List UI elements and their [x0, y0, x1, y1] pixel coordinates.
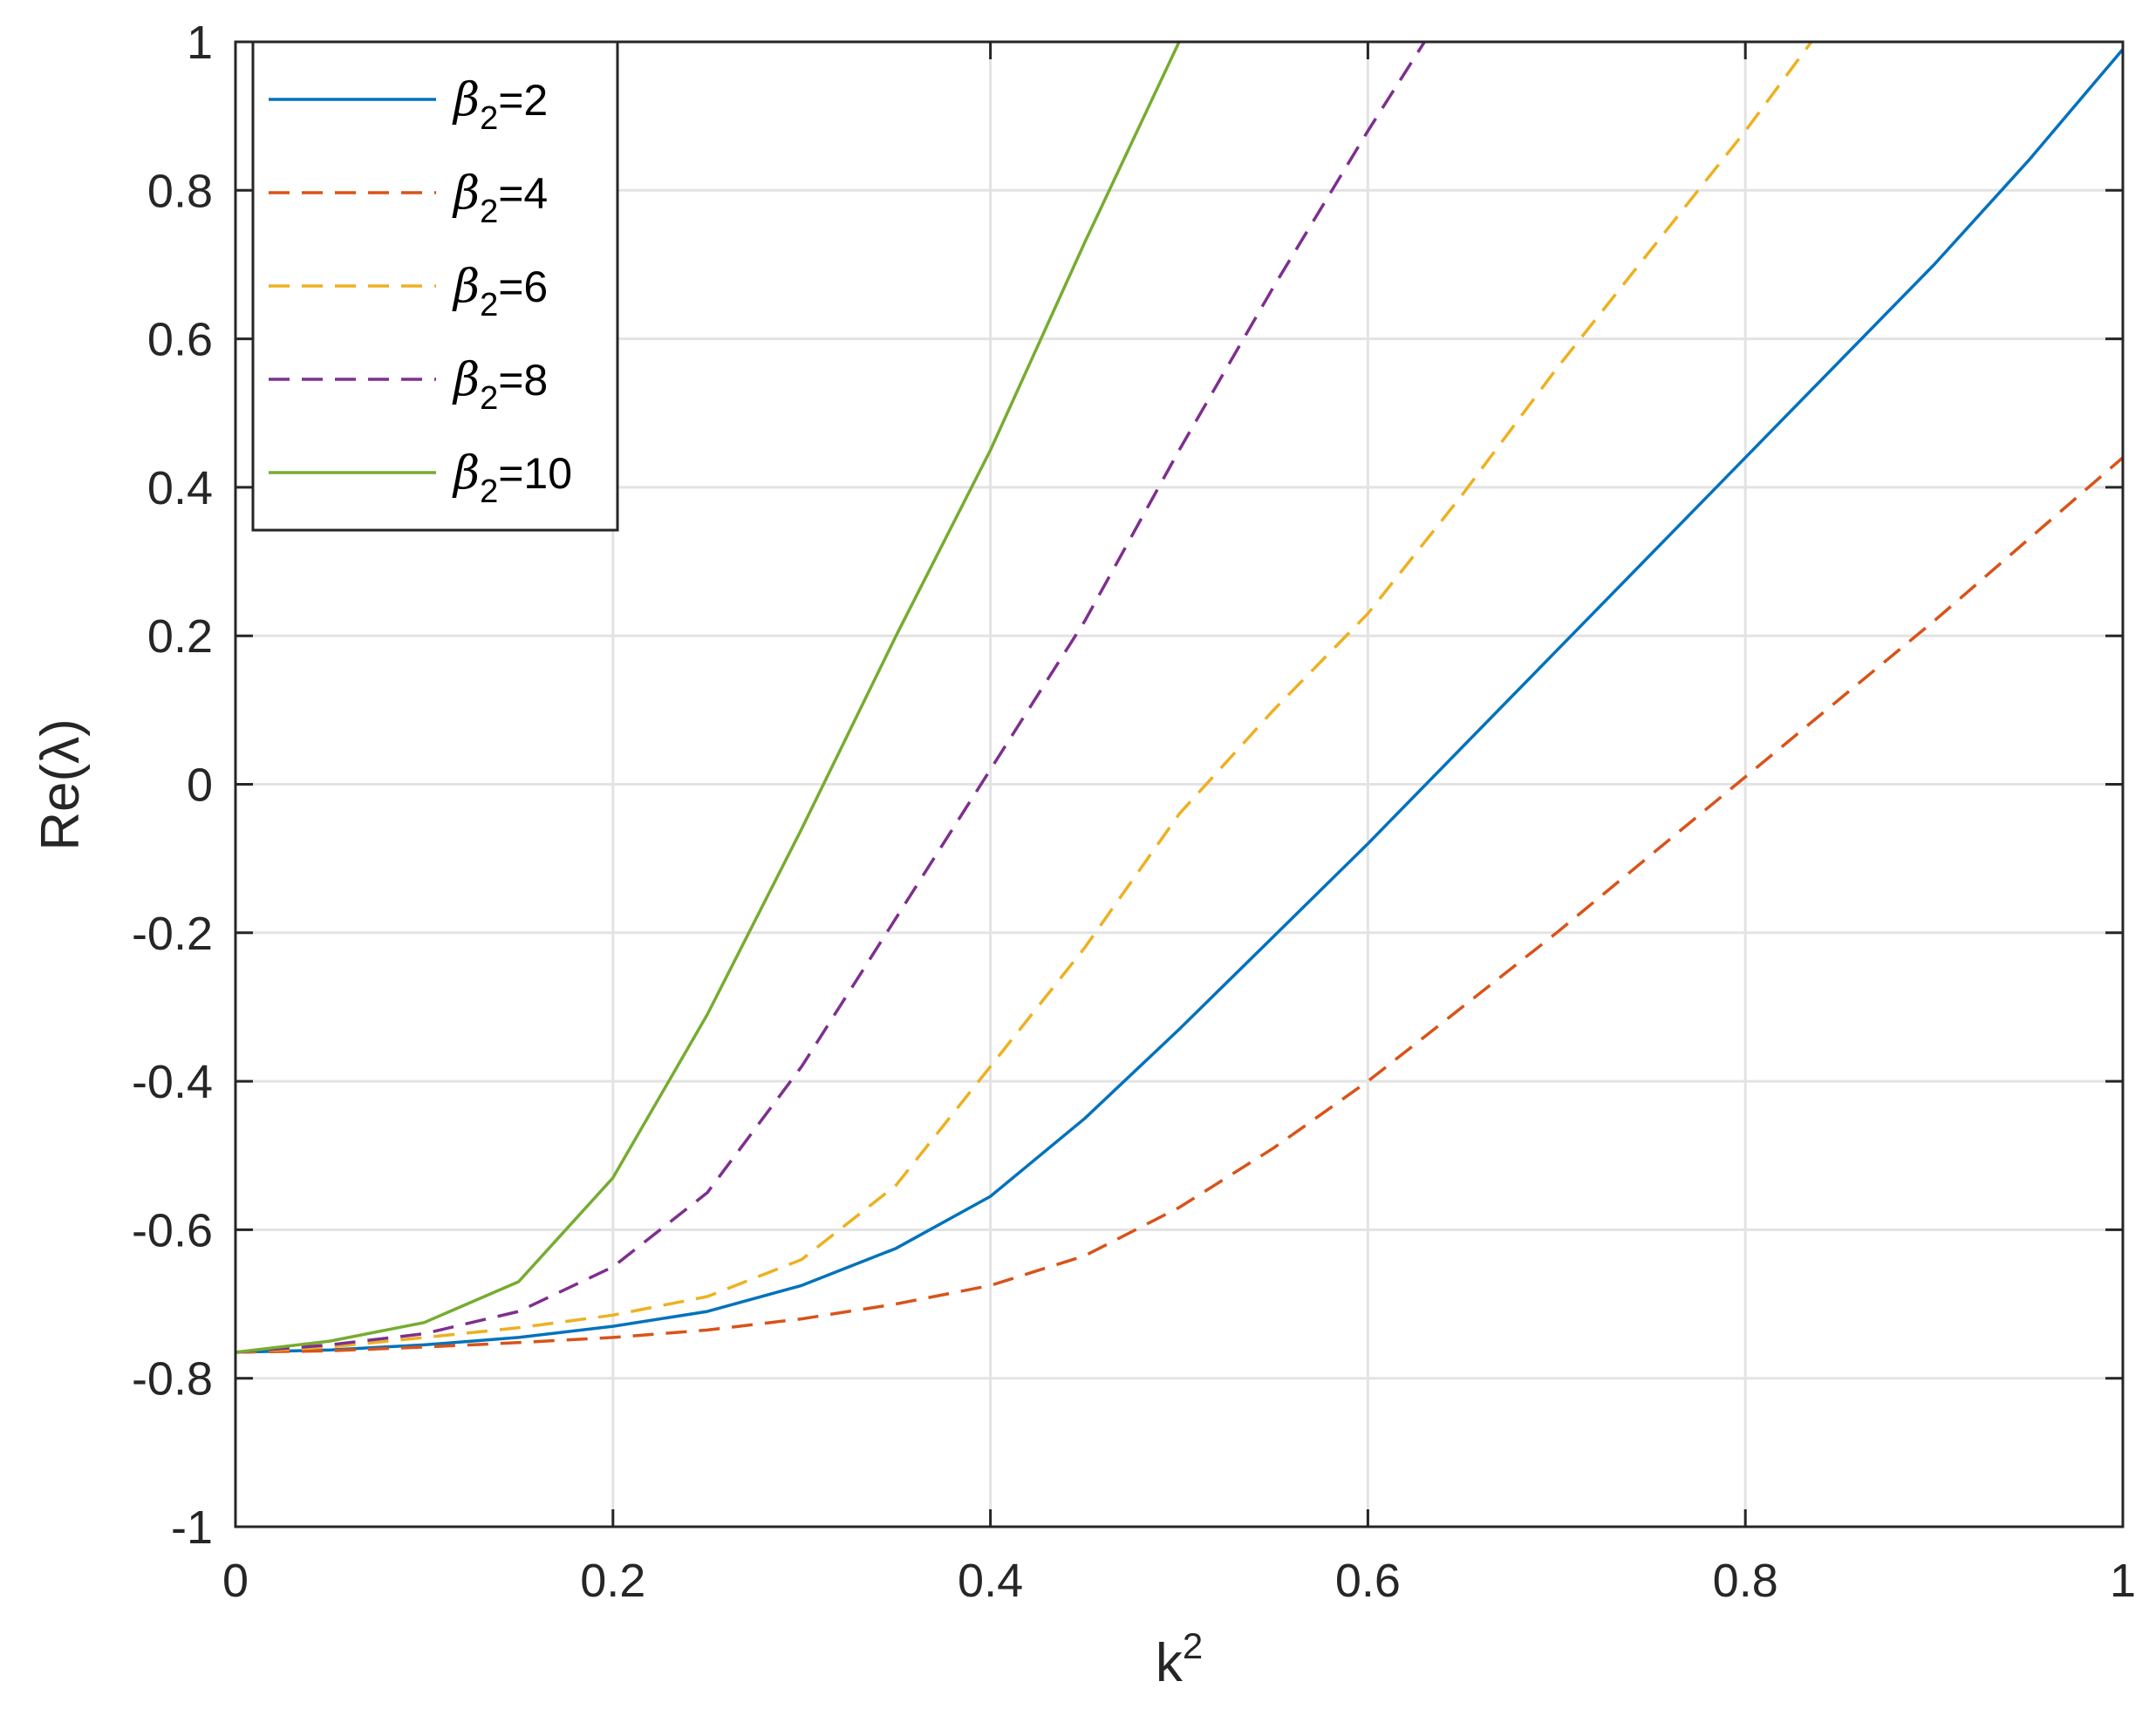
x-axis-title-base: k [1156, 1633, 1184, 1693]
legend-label: β2=6 [452, 261, 548, 323]
y-tick-label: 0.8 [147, 165, 213, 217]
legend-label-value: =8 [498, 356, 548, 405]
y-tick-label: -0.8 [132, 1353, 213, 1406]
legend-label-symbol: β [452, 261, 480, 313]
legend-label-symbol: β [452, 354, 480, 406]
legend-label-subscript: 2 [480, 100, 498, 137]
legend-label-symbol: β [452, 74, 480, 126]
legend: β2=2β2=4β2=6β2=8β2=10 [251, 40, 619, 532]
legend-label-symbol: β [452, 447, 480, 500]
x-tick-label: 0.8 [1713, 1555, 1778, 1607]
series-line [235, 42, 1426, 1354]
legend-label-value: =6 [498, 262, 548, 311]
legend-label-subscript: 2 [480, 287, 498, 323]
y-tick-label: 1 [187, 17, 213, 69]
y-tick-label: 0.4 [147, 462, 213, 514]
series-line [235, 48, 2123, 1354]
legend-label: β2=4 [452, 167, 548, 230]
legend-label: β2=8 [452, 354, 548, 417]
legend-label-value: =2 [498, 76, 548, 125]
series-layer [235, 42, 2123, 1354]
y-tick-label: -0.4 [132, 1056, 213, 1108]
legend-label: β2=2 [452, 74, 548, 137]
legend-label-value: =4 [498, 169, 548, 218]
legend-label: β2=10 [452, 447, 572, 510]
x-tick-label: 0 [222, 1555, 249, 1607]
x-tick-label: 0.6 [1335, 1555, 1401, 1607]
legend-label-symbol: β [452, 167, 480, 220]
legend-label-subscript: 2 [480, 194, 498, 230]
y-tick-label: -1 [171, 1501, 213, 1554]
x-tick-label: 0.2 [580, 1555, 645, 1607]
y-tick-label: 0.6 [147, 314, 213, 366]
series-line [235, 456, 2123, 1354]
legend-label-subscript: 2 [480, 380, 498, 417]
series-line [235, 42, 1181, 1354]
y-tick-label: 0.2 [147, 610, 213, 663]
legend-label-value: =10 [498, 449, 572, 498]
x-tick-labels: 0 0.2 0.4 0.6 0.8 1 [222, 1555, 2136, 1607]
series-line [235, 42, 1813, 1354]
y-tick-label: -0.2 [132, 908, 213, 960]
y-tick-labels: -1 -0.8 -0.6 -0.4 -0.2 0 0.2 0.4 0.6 0.8 1 [132, 17, 213, 1554]
grid-lines [235, 42, 2123, 1527]
x-tick-label: 1 [2110, 1555, 2136, 1607]
x-axis-title: k2 [1156, 1625, 1203, 1693]
legend-label-subscript: 2 [480, 473, 498, 510]
y-tick-label: -0.6 [132, 1204, 213, 1256]
x-axis-title-superscript: 2 [1183, 1625, 1203, 1666]
y-axis-title: Re(λ) [31, 718, 91, 851]
x-tick-label: 0.4 [958, 1555, 1023, 1607]
y-tick-label: 0 [187, 759, 213, 812]
